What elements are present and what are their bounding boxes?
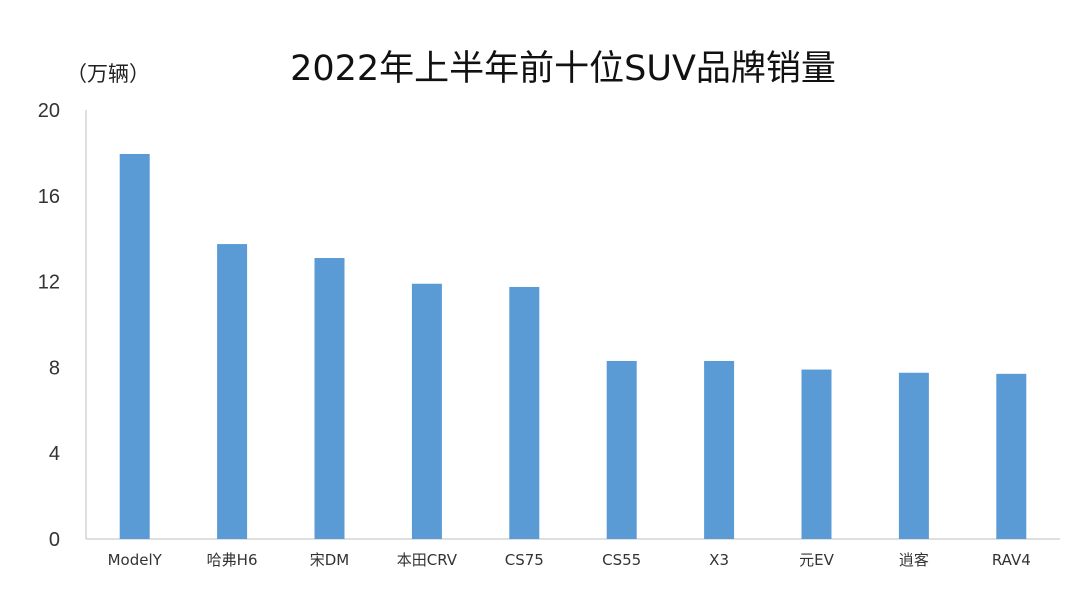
x-tick-label: 元EV — [799, 551, 834, 569]
x-tick-label: 哈弗H6 — [207, 551, 258, 569]
x-tick-label: CS55 — [602, 551, 641, 569]
x-tick-label: 逍客 — [899, 551, 929, 569]
x-tick-label: 宋DM — [310, 551, 350, 569]
bar-RAV4 — [996, 373, 1027, 539]
y-tick-label: 16 — [38, 186, 60, 208]
x-tick-label: RAV4 — [992, 551, 1031, 569]
bar-宋DM — [314, 258, 345, 539]
y-axis-unit-label: （万辆） — [66, 62, 150, 86]
bar-CS55 — [606, 360, 637, 539]
x-tick-label: ModelY — [108, 551, 163, 569]
y-tick-label: 12 — [38, 272, 60, 294]
bar-逍客 — [898, 372, 929, 539]
chart-title: 2022年上半年前十位SUV品牌销量 — [290, 49, 836, 89]
y-tick-label: 20 — [38, 100, 60, 122]
bar-ModelY — [119, 153, 150, 539]
bar-元EV — [801, 369, 832, 539]
bar-哈弗H6 — [217, 244, 248, 539]
y-tick-label: 8 — [49, 357, 60, 379]
bar-X3 — [704, 360, 735, 539]
y-tick-label: 4 — [49, 443, 60, 465]
bar-CS75 — [509, 286, 540, 539]
y-tick-label: 0 — [49, 529, 60, 551]
x-tick-label: 本田CRV — [397, 551, 458, 569]
x-tick-label: X3 — [709, 551, 729, 569]
x-tick-label: CS75 — [505, 551, 544, 569]
bar-本田CRV — [411, 283, 442, 539]
